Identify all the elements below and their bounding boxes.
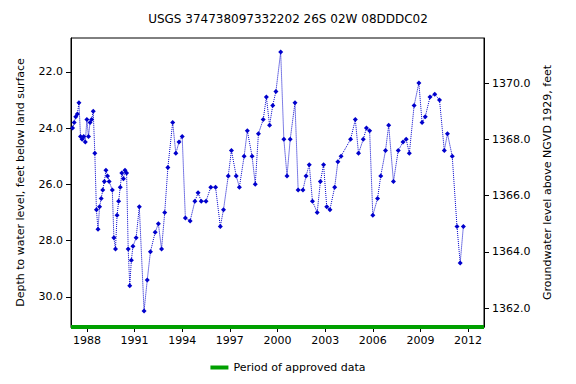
svg-text:1997: 1997 bbox=[216, 334, 244, 347]
svg-text:1362.0: 1362.0 bbox=[492, 302, 531, 315]
svg-text:2000: 2000 bbox=[264, 334, 292, 347]
svg-text:24.0: 24.0 bbox=[39, 122, 64, 135]
svg-text:2003: 2003 bbox=[311, 334, 339, 347]
svg-text:26.0: 26.0 bbox=[39, 178, 64, 191]
svg-text:30.0: 30.0 bbox=[39, 290, 64, 303]
svg-text:USGS 374738097332202 26S 02W 0: USGS 374738097332202 26S 02W 08DDDC02 bbox=[148, 12, 428, 26]
svg-text:22.0: 22.0 bbox=[39, 65, 64, 78]
svg-text:1994: 1994 bbox=[168, 334, 196, 347]
svg-text:Depth to water level, feet bel: Depth to water level, feet below land su… bbox=[14, 58, 27, 307]
svg-text:Period of approved data: Period of approved data bbox=[233, 361, 365, 374]
svg-text:1368.0: 1368.0 bbox=[492, 133, 531, 146]
svg-text:Groundwater level above NGVD 1: Groundwater level above NGVD 1929, feet bbox=[541, 64, 554, 300]
svg-text:1370.0: 1370.0 bbox=[492, 77, 531, 90]
svg-text:1364.0: 1364.0 bbox=[492, 245, 531, 258]
svg-text:1366.0: 1366.0 bbox=[492, 189, 531, 202]
svg-text:2006: 2006 bbox=[359, 334, 387, 347]
svg-text:28.0: 28.0 bbox=[39, 234, 64, 247]
svg-text:2012: 2012 bbox=[454, 334, 482, 347]
svg-text:1988: 1988 bbox=[73, 334, 101, 347]
svg-text:2009: 2009 bbox=[406, 334, 434, 347]
svg-text:1991: 1991 bbox=[121, 334, 149, 347]
